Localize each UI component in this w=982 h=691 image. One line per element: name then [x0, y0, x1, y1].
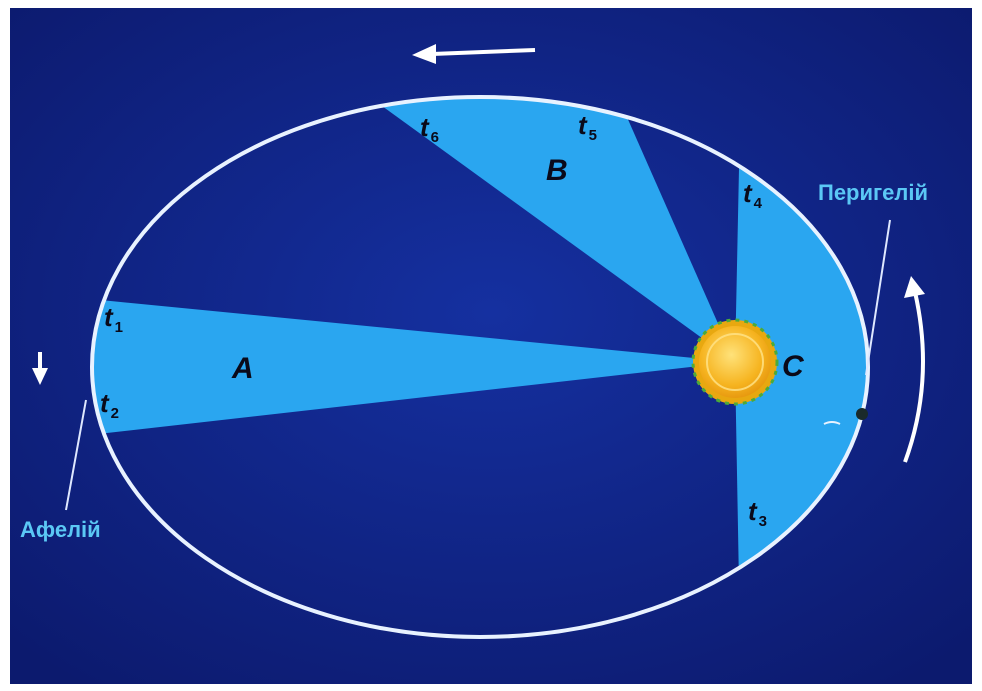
top-arrow-shaft — [431, 48, 536, 56]
region-a-label: A — [231, 352, 254, 385]
region-b-label: B — [546, 154, 568, 187]
aphelion-leader — [65, 399, 87, 511]
sun-icon — [691, 318, 779, 406]
region-c-label: C — [782, 350, 805, 383]
arrow-icon — [32, 44, 925, 463]
right-arrow-head — [904, 276, 925, 298]
sector-a — [92, 298, 735, 436]
planet-icon — [823, 408, 868, 425]
right-arrow-shaft — [903, 291, 925, 463]
top-arrow-head — [412, 44, 436, 64]
perihelion-leader — [865, 219, 891, 376]
sector-b — [360, 97, 735, 362]
left-arrow-head — [32, 368, 48, 385]
perihelion-label: Перигелій — [818, 180, 928, 205]
aphelion-label: Афелій — [20, 517, 101, 542]
